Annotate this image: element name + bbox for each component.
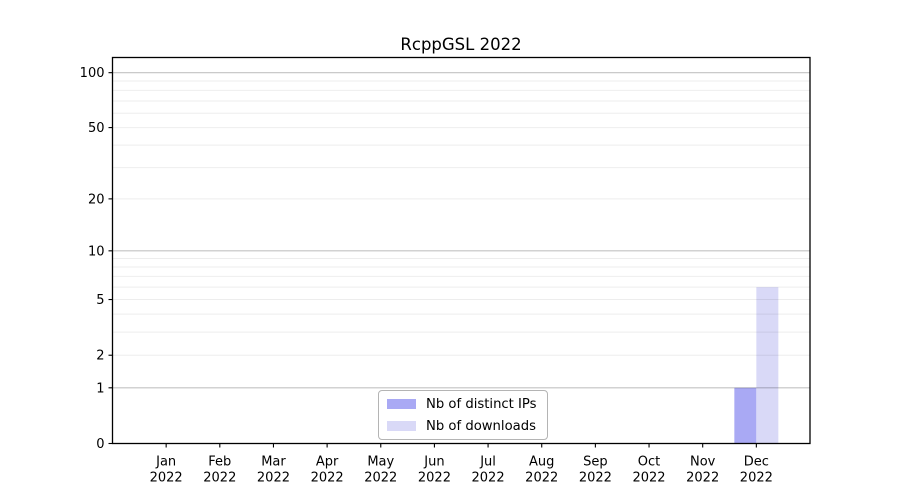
legend-item-downloads: Nb of downloads	[383, 415, 543, 437]
x-tick-label-year: 2022	[203, 471, 236, 486]
y-tick-label: 2	[96, 349, 104, 364]
x-tick-label-month: Oct	[638, 455, 660, 470]
x-tick-label-month: Nov	[690, 455, 716, 470]
x-tick-label-month: Mar	[261, 455, 286, 470]
y-tick-label: 100	[80, 66, 105, 81]
x-tick-label-year: 2022	[686, 471, 719, 486]
x-tick-label-month: Feb	[208, 455, 231, 470]
x-tick-label-year: 2022	[418, 471, 451, 486]
x-tick-label-month: Aug	[529, 455, 554, 470]
x-tick-label-month: May	[367, 455, 394, 470]
legend: Nb of distinct IPs Nb of downloads	[378, 390, 548, 440]
x-tick-label-month: Jan	[155, 455, 176, 470]
x-tick-label-month: Sep	[583, 455, 608, 470]
y-tick-label: 0	[96, 437, 104, 452]
y-tick-label: 20	[88, 192, 105, 207]
legend-label-distinct-ips: Nb of distinct IPs	[426, 396, 537, 412]
x-tick-label-year: 2022	[579, 471, 612, 486]
x-tick-label-month: Jun	[423, 455, 444, 470]
bar-dec-series1	[756, 287, 779, 444]
legend-item-distinct-ips: Nb of distinct IPs	[383, 393, 543, 415]
x-tick-label-month: Jul	[479, 455, 496, 470]
y-tick-label: 10	[88, 244, 105, 259]
x-tick-label-year: 2022	[311, 471, 344, 486]
bar-dec-series0	[734, 387, 757, 444]
x-tick-label-month: Apr	[316, 455, 339, 470]
legend-swatch-distinct-ips	[387, 399, 416, 409]
y-tick-label: 5	[96, 293, 104, 308]
x-tick-label-year: 2022	[472, 471, 505, 486]
x-tick-label-year: 2022	[525, 471, 558, 486]
x-tick-label-month: Dec	[744, 455, 769, 470]
legend-label-downloads: Nb of downloads	[426, 418, 536, 434]
x-tick-label-year: 2022	[740, 471, 773, 486]
y-tick-label: 50	[88, 121, 105, 136]
x-tick-label-year: 2022	[632, 471, 665, 486]
legend-swatch-downloads	[387, 421, 416, 431]
x-tick-label-year: 2022	[257, 471, 290, 486]
y-tick-label: 1	[96, 381, 104, 396]
chart-title: RcppGSL 2022	[400, 35, 522, 54]
x-tick-label-year: 2022	[150, 471, 183, 486]
x-tick-label-year: 2022	[364, 471, 397, 486]
